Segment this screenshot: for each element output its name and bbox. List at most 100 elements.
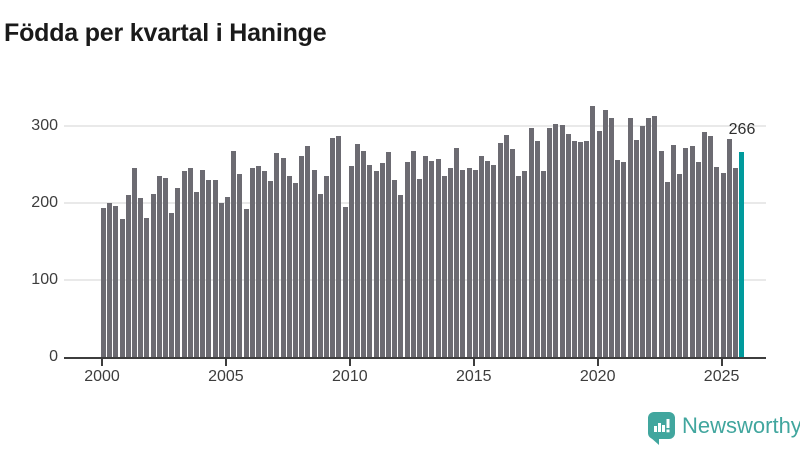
bar: [522, 170, 528, 357]
bar: [330, 138, 336, 357]
bar: [268, 180, 274, 357]
x-tick-2010: [348, 359, 351, 366]
bar: [516, 176, 522, 357]
bar: [547, 128, 553, 357]
bar: [119, 219, 125, 357]
bar: [441, 176, 447, 357]
bar: [503, 135, 509, 357]
bar: [311, 169, 317, 357]
bar: [646, 118, 652, 357]
bar: [615, 159, 621, 357]
bar: [491, 165, 497, 357]
bar: [243, 209, 249, 357]
bar: [392, 179, 398, 357]
value-label: 266: [728, 121, 756, 138]
bar: [367, 164, 373, 357]
bar: [472, 169, 478, 357]
highlighted-bar: [739, 152, 745, 357]
bar: [299, 156, 305, 357]
bar: [658, 150, 664, 357]
bar: [212, 179, 218, 357]
bar: [373, 171, 379, 357]
bar: [497, 142, 503, 357]
bar: [633, 139, 639, 357]
gridline-y-300: [64, 125, 766, 127]
bar: [404, 162, 410, 357]
bar: [317, 193, 323, 357]
bar: [714, 166, 720, 357]
bar: [274, 152, 280, 357]
bar: [280, 158, 286, 357]
x-tick-2000: [101, 359, 103, 366]
bar-chart-exclamation-icon: [654, 419, 670, 433]
bar: [150, 193, 156, 357]
bar: [305, 146, 311, 357]
bar: [553, 123, 559, 357]
bar: [559, 125, 565, 357]
bar: [565, 133, 571, 357]
bar: [255, 166, 261, 357]
bar: [336, 136, 342, 357]
bar: [435, 159, 441, 357]
bar: [466, 168, 472, 357]
bar: [181, 170, 187, 357]
bar: [162, 178, 168, 357]
bar: [708, 136, 714, 357]
x-tick-2015: [472, 359, 475, 366]
bar: [175, 188, 181, 357]
bar: [732, 168, 738, 357]
bar: [398, 194, 404, 357]
bar: [193, 192, 199, 357]
bar: [206, 179, 212, 357]
bar: [447, 167, 453, 357]
bar: [237, 173, 243, 357]
bar: [138, 198, 144, 357]
bar: [683, 147, 689, 357]
bar: [379, 162, 385, 357]
bar: [169, 213, 175, 357]
bar: [460, 169, 466, 357]
y-axis-label-200: 200: [31, 194, 58, 211]
bar: [571, 140, 577, 357]
bar: [324, 176, 330, 357]
bar: [671, 145, 677, 357]
bar: [187, 168, 193, 357]
bar: [720, 172, 726, 357]
x-tick-2005: [224, 359, 227, 366]
y-axis-label-0: 0: [49, 348, 58, 365]
bar: [218, 203, 224, 357]
x-axis-line: [64, 357, 766, 359]
bar: [627, 118, 633, 357]
bar: [485, 160, 491, 357]
bar: [578, 142, 584, 357]
y-axis-label-300: 300: [31, 117, 58, 134]
bar: [293, 182, 299, 357]
bar: [286, 176, 292, 357]
x-axis-label-2015: 2015: [455, 368, 492, 385]
x-tick-2020: [596, 359, 599, 366]
bar: [621, 162, 627, 357]
bar: [689, 146, 695, 357]
bar: [342, 206, 348, 357]
x-axis-label-2020: 2020: [579, 368, 616, 385]
bar: [584, 140, 590, 357]
bar: [540, 170, 546, 357]
bar: [125, 194, 131, 357]
x-axis-label-2025: 2025: [703, 368, 740, 385]
x-axis-label-2005: 2005: [208, 368, 244, 385]
y-axis-label-100: 100: [31, 271, 58, 288]
bar: [107, 203, 113, 357]
bar: [429, 160, 435, 357]
bar: [534, 141, 540, 357]
bar: [454, 147, 460, 357]
bar: [528, 127, 534, 357]
x-axis-label-2000: 2000: [84, 368, 120, 385]
bar: [590, 105, 596, 357]
bar: [602, 109, 608, 357]
bar: [200, 169, 206, 357]
bar: [652, 115, 658, 357]
bar: [249, 167, 255, 357]
bar: [677, 173, 683, 357]
bar: [596, 131, 602, 357]
